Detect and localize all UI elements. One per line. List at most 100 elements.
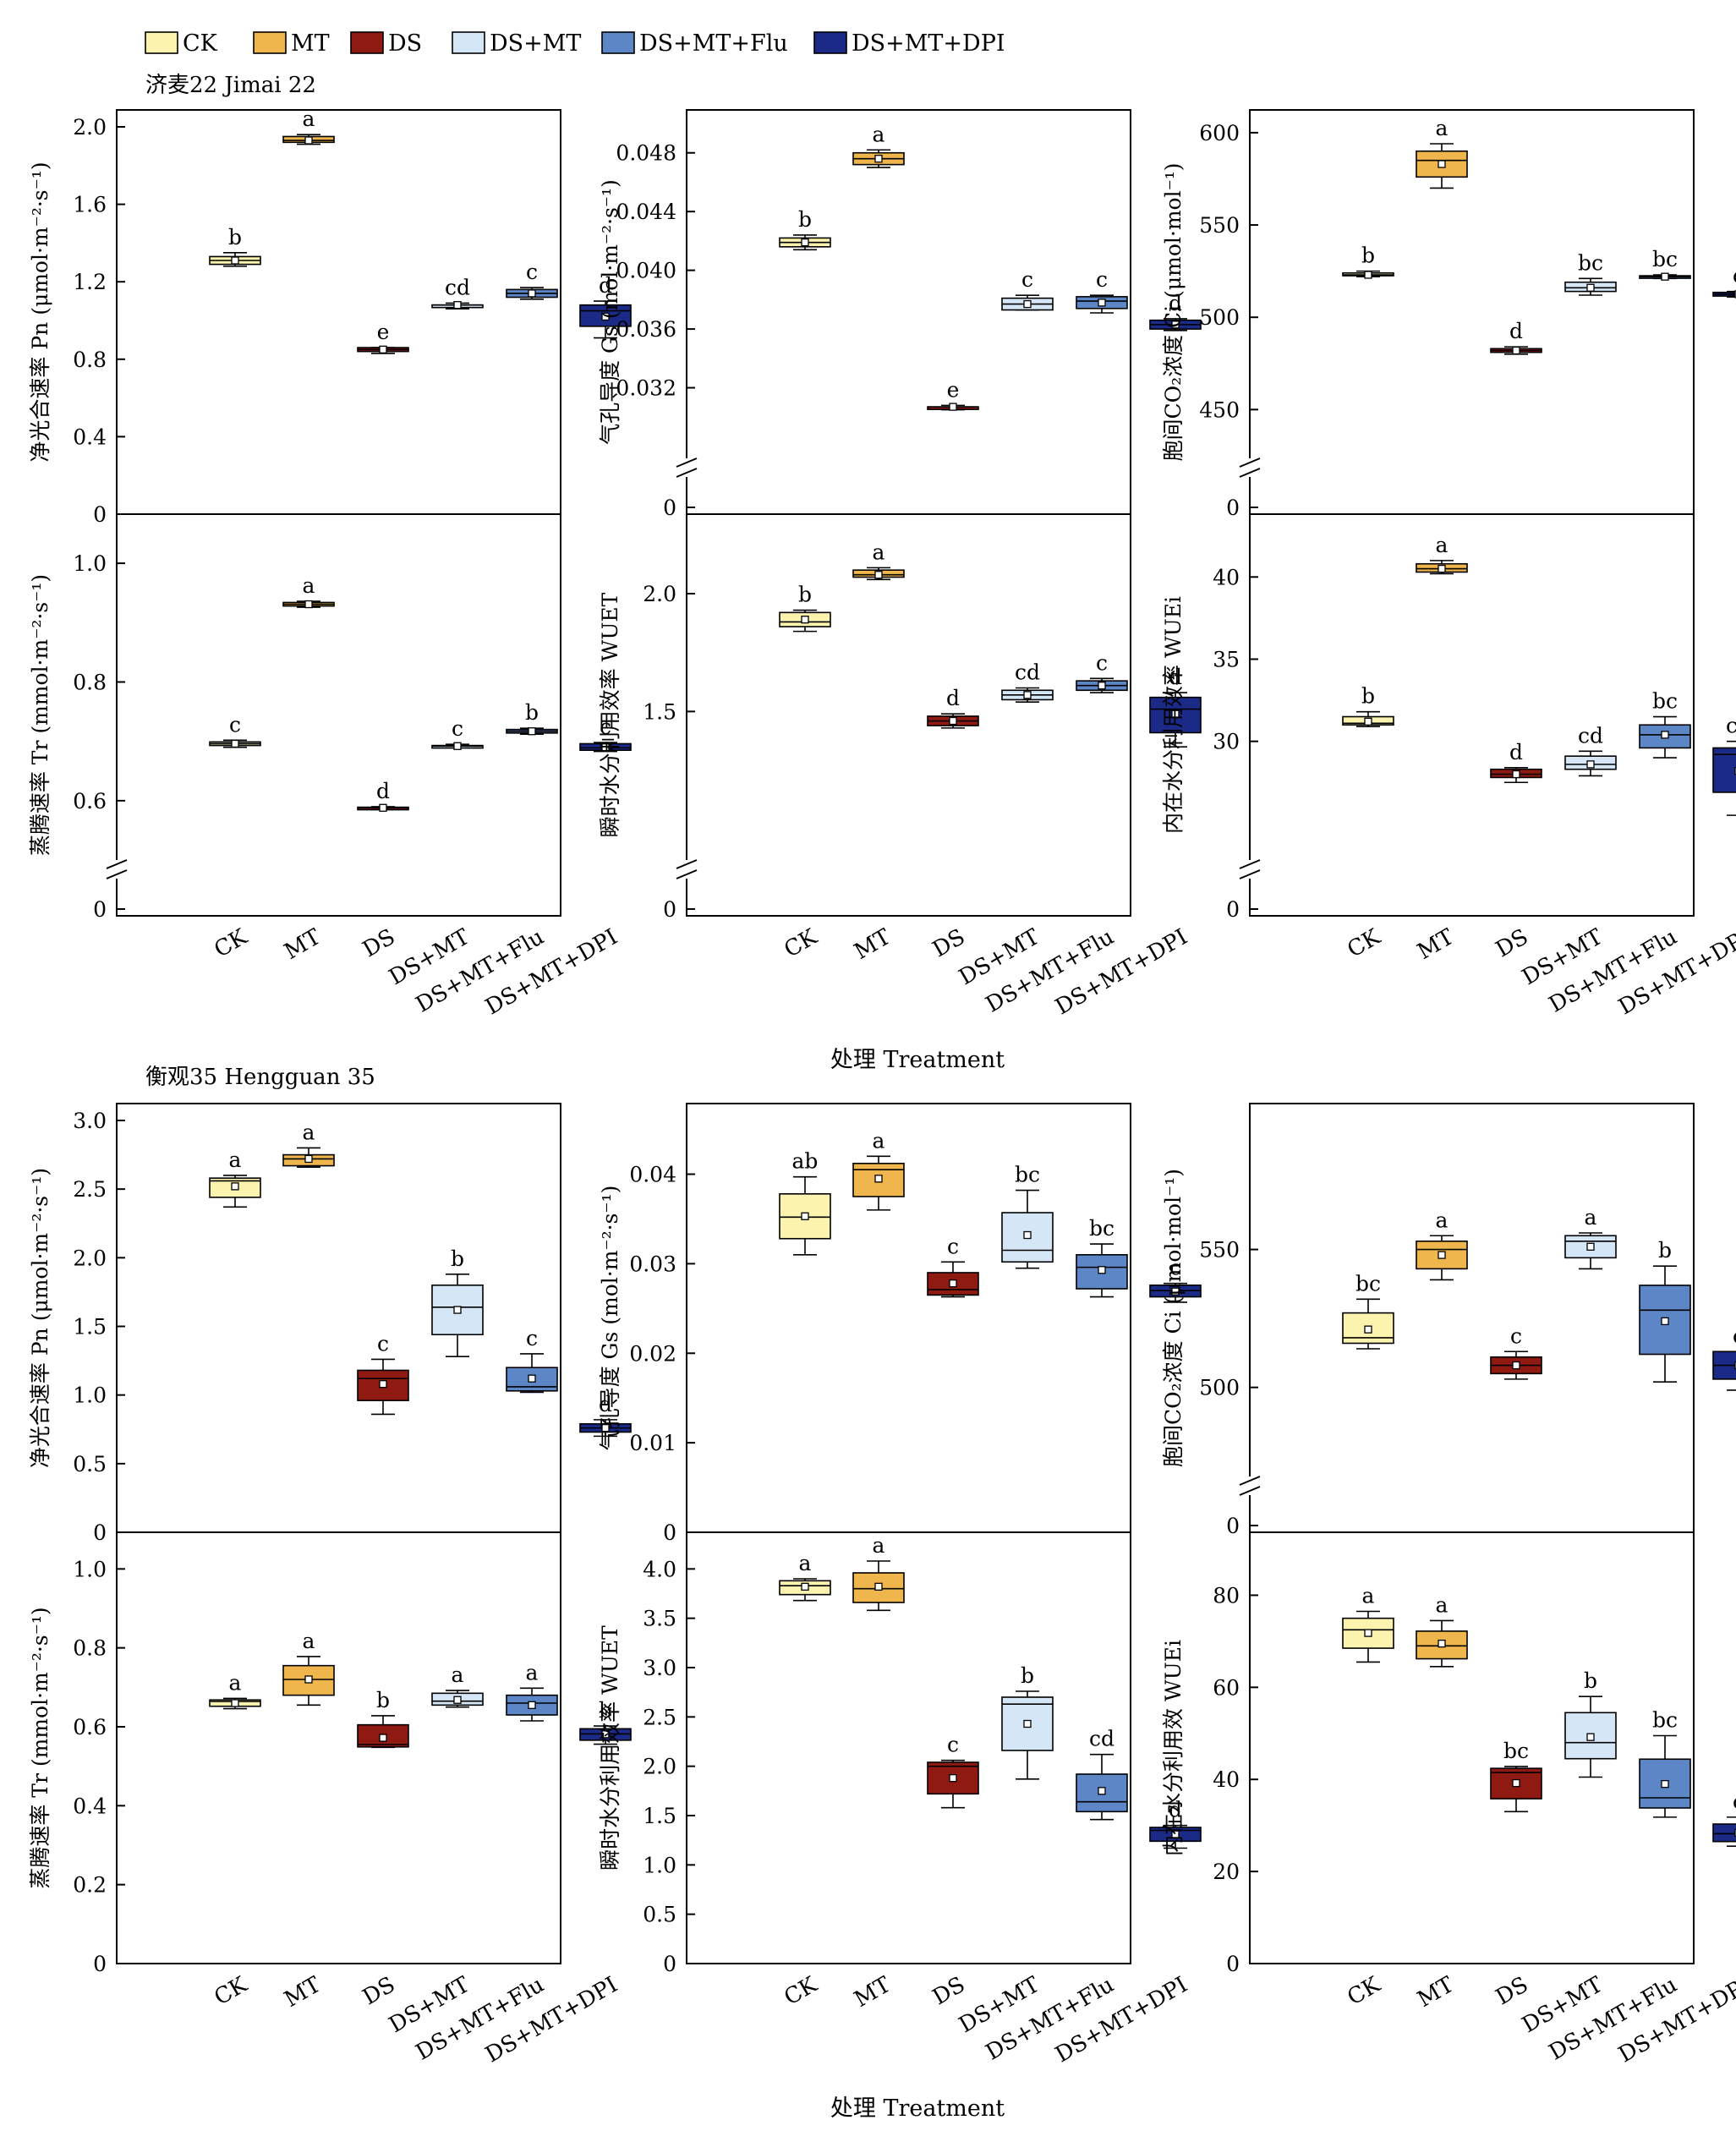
plot-frame — [1249, 109, 1695, 515]
y-tick-label: 2.5 — [643, 1705, 676, 1729]
y-tick-label: 1.0 — [643, 1853, 676, 1877]
y-tick-label: 4.0 — [643, 1557, 676, 1581]
significance-letter: c — [600, 715, 611, 739]
mean-marker — [1364, 1325, 1372, 1334]
significance-letter: a — [873, 540, 885, 564]
significance-letter: c — [526, 260, 538, 284]
box-ds-mt-dpi — [1712, 1823, 1736, 1843]
mean-marker — [1364, 1629, 1372, 1637]
mean-marker — [304, 136, 313, 145]
significance-letter: a — [303, 573, 315, 598]
y-tick-label: 1.0 — [73, 1557, 107, 1581]
significance-letter: a — [303, 107, 315, 131]
significance-letter: a — [1436, 1208, 1448, 1232]
significance-letter: cd — [1726, 714, 1736, 738]
significance-letter: b — [798, 207, 812, 232]
significance-letter: a — [873, 122, 885, 146]
mean-marker — [801, 1582, 809, 1591]
mean-marker — [1023, 691, 1032, 699]
mean-marker — [1586, 1242, 1595, 1251]
y-tick-label: 2.0 — [643, 582, 676, 606]
y-axis-title: 净光合速率 Pn (μmol·m⁻²·s⁻¹) — [28, 162, 52, 462]
significance-letter: a — [1436, 1592, 1448, 1617]
legend-label: DS — [388, 30, 422, 57]
axis-break-mark — [106, 869, 128, 879]
y-tick-label: 0.4 — [73, 425, 107, 449]
significance-letter: bc — [1503, 1739, 1529, 1763]
significance-letter: b — [798, 583, 812, 607]
mean-marker — [949, 403, 957, 411]
significance-letter: c — [229, 712, 241, 737]
significance-letter: a — [1436, 116, 1448, 140]
significance-letter: d — [599, 273, 612, 298]
y-tick-label: 3.5 — [643, 1607, 676, 1631]
significance-letter: c — [1510, 1323, 1522, 1348]
section-title-jimai-22: 济麦22 Jimai 22 — [145, 73, 316, 98]
y-tick-label: 0 — [663, 496, 676, 520]
mean-marker — [1098, 1787, 1106, 1795]
y-axis-title: 内在水分利用效 WUEi — [1161, 1640, 1186, 1856]
y-tick-label: 0 — [93, 897, 107, 922]
y-tick-label: 3.0 — [73, 1109, 107, 1133]
significance-letter: bc — [1355, 1271, 1381, 1296]
legend-label: CK — [183, 30, 218, 57]
mean-marker — [1661, 731, 1669, 739]
box-mt — [1416, 1630, 1468, 1660]
mean-marker — [801, 238, 809, 247]
x-axis-title-hengguan-35: 处理 Treatment — [830, 2095, 1005, 2122]
chart-panel: 0.032 0.036 0.040 0.044 0.048 0 气孔导度 Gs (mol·m… — [598, 109, 1202, 520]
legend-label: MT — [291, 30, 330, 57]
significance-letter: bc — [1652, 689, 1678, 714]
x-tick-label: CK — [210, 1972, 252, 2011]
significance-letter: a — [303, 1629, 315, 1653]
significance-letter: a — [1436, 533, 1448, 557]
box-ds-mt — [1001, 1696, 1054, 1751]
axis-break-mark — [676, 869, 698, 879]
mean-marker — [801, 1212, 809, 1220]
mean-marker — [528, 1374, 536, 1383]
y-tick-label: 2.0 — [73, 1246, 107, 1270]
y-axis-title: 内在水分利用效率 WUEi — [1161, 596, 1186, 834]
y-tick-label: 500 — [1199, 1376, 1240, 1400]
y-tick-label: 0.8 — [73, 1636, 107, 1661]
significance-letter: b — [376, 1688, 390, 1712]
x-tick-label: DS — [1492, 924, 1532, 962]
mean-marker — [453, 1306, 462, 1314]
mean-marker — [1512, 346, 1520, 355]
y-tick-label: 0.01 — [629, 1431, 676, 1455]
y-axis-title: 胞间CO₂浓度 Ci (μmol·mol⁻¹) — [1161, 162, 1186, 461]
significance-letter: a — [1585, 1205, 1597, 1230]
y-tick-label: 0.4 — [73, 1794, 107, 1818]
mean-marker — [1512, 1361, 1520, 1370]
mean-marker — [1586, 1733, 1595, 1741]
axis-break-gap — [675, 860, 698, 879]
y-tick-label: 2.0 — [73, 115, 107, 140]
mean-marker — [601, 1730, 610, 1739]
axis-break-mark — [676, 859, 698, 869]
significance-letter: a — [873, 1533, 885, 1558]
mean-marker — [1364, 271, 1372, 279]
significance-letter: a — [303, 1120, 315, 1144]
y-tick-label: 550 — [1199, 213, 1240, 238]
mean-marker — [379, 345, 387, 354]
y-tick-label: 0.02 — [629, 1341, 676, 1366]
mean-marker — [949, 716, 957, 726]
plot-frame — [1249, 513, 1695, 917]
y-tick-label: 0 — [1226, 1952, 1240, 1976]
significance-letter: c — [1733, 1789, 1736, 1814]
mean-marker — [1171, 1830, 1180, 1838]
box-mt — [1416, 1240, 1468, 1270]
significance-letter: c — [1733, 264, 1736, 288]
significance-letter: cd — [1578, 723, 1603, 748]
y-tick-label: 1.5 — [643, 1804, 676, 1828]
chart-panel: 450 500 550 600 0 胞间CO₂浓度 Ci (μmol·mol⁻¹) b a d b… — [1161, 109, 1736, 520]
significance-letter: a — [1362, 1584, 1375, 1608]
x-tick-label: MT — [1413, 1972, 1459, 2013]
significance-letter: c — [377, 1331, 389, 1356]
significance-letter: b — [1584, 1668, 1597, 1693]
x-tick-label: CK — [1343, 924, 1385, 963]
mean-marker — [379, 1734, 387, 1742]
mean-marker — [231, 739, 239, 748]
